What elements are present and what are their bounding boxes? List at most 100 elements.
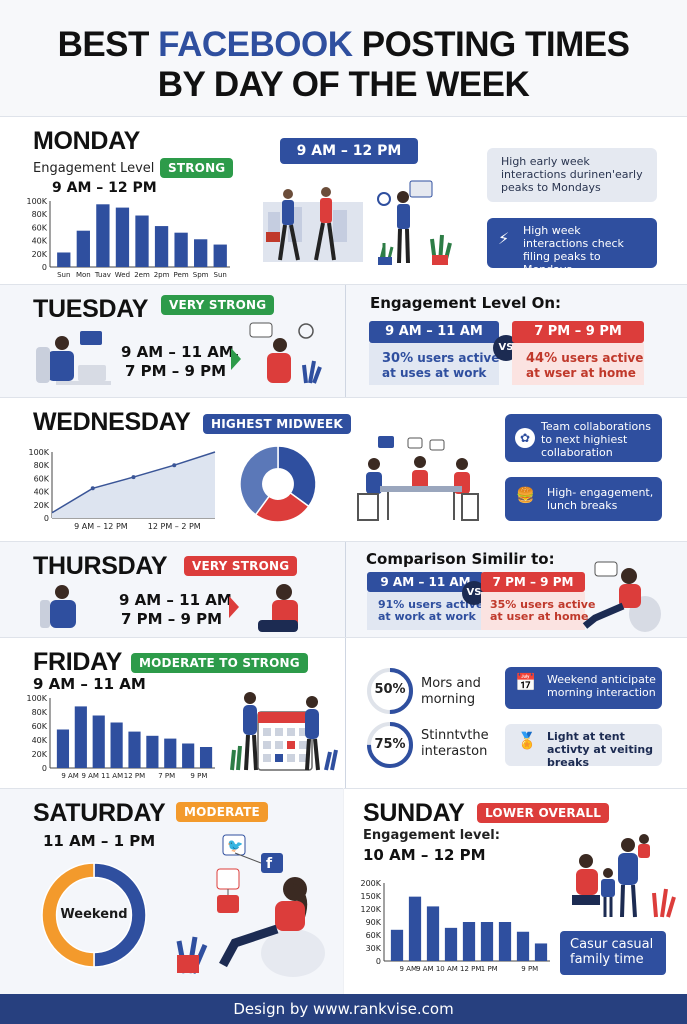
friday-card-text-2: Light at tent activty at veiting breaks: [547, 730, 654, 769]
wednesday-donut-chart: [239, 445, 317, 523]
tuesday-right-pill: 7 PM – 9 PM: [512, 321, 644, 343]
svg-text:🐦: 🐦: [227, 839, 243, 854]
x-tick-label: 9 AM 11 AM: [81, 772, 123, 780]
divider: [345, 285, 346, 398]
calendar-illustration: [230, 692, 338, 771]
y-tick-label: 80K: [34, 461, 50, 470]
thursday-heading: Comparison Similir to:: [366, 550, 555, 568]
tuesday-right-panel: [512, 343, 644, 385]
bar: [194, 239, 208, 267]
y-tick-label: 40K: [32, 237, 48, 246]
monday-insight-text-2: High week interactions check filing peak…: [523, 224, 624, 276]
bar: [96, 204, 110, 267]
wednesday-section: WEDNESDAY HIGHEST MIDWEEK 0 20K 40K 60K 80K 1…: [0, 397, 687, 541]
thursday-day: THURSDAY: [33, 552, 168, 580]
bar: [110, 722, 123, 768]
y-tick-label: 60K: [32, 722, 48, 731]
y-tick-label: 100K: [26, 197, 47, 206]
saturday-donut-label: Weekend: [60, 907, 128, 922]
monday-time-banner: 9 AM – 12 PM: [280, 138, 418, 164]
x-tick-label: 9 AM – 12 PM: [74, 522, 128, 531]
bar: [135, 215, 149, 267]
y-tick-label: 40K: [34, 488, 50, 497]
x-tick-label: Mon: [76, 271, 91, 279]
divider: [345, 638, 346, 789]
arrow-right-icon: [231, 348, 241, 370]
bar: [56, 729, 70, 768]
thursday-left-pill: 9 AM – 11 AM: [367, 572, 484, 592]
x-tick-label: Sun: [214, 271, 227, 279]
footer-text: Design by www.rankvise.com: [233, 1000, 454, 1018]
friday-stat-label-4: interaston: [421, 744, 488, 759]
friday-progress-ring-50: [367, 668, 413, 714]
team-icon: ✿: [515, 428, 535, 448]
bar: [154, 226, 169, 267]
donut-slice: [41, 862, 95, 968]
monday-insight-card: High early week interactions durinen'ear…: [487, 148, 657, 202]
tuesday-section: TUESDAY VERY STRONG 9 AM – 11 AM, 7 PM –…: [0, 284, 687, 398]
office-workers-illustration: [263, 187, 363, 262]
svg-text:f: f: [266, 856, 273, 872]
woman-phone-illustration: [258, 584, 298, 632]
bar: [426, 906, 440, 961]
monday-time: 9 AM – 12 PM: [52, 180, 157, 196]
thursday-right-stat: 35% users active at user at home: [490, 599, 595, 623]
progress-ring-fill: [367, 668, 413, 714]
sunday-section: SUNDAY LOWER OVERALL Engagement level: 1…: [344, 788, 687, 994]
x-tick-label: 2pm: [154, 271, 170, 279]
x-tick-label: 9 AM: [399, 965, 417, 973]
man-phone-illustration: [40, 585, 76, 628]
title-line2: BY DAY OF THE WEEK: [157, 65, 530, 104]
sunday-time: 10 AM – 12 PM: [363, 846, 486, 864]
friday-badge: MODERATE TO STRONG: [131, 653, 308, 673]
woman-beanbag-illustration: [582, 561, 661, 632]
sunday-caption-text: Casur casual family time: [570, 937, 654, 967]
title-highlight: FACEBOOK: [158, 25, 353, 64]
monday-insight-card-2: ⚡ High week interactions check filing pe…: [487, 218, 657, 276]
page-title: BEST FACEBOOK POSTING TIMES BY DAY OF TH…: [0, 0, 687, 105]
thursday-right-text-2: at user at home: [490, 610, 589, 623]
wednesday-card-2: 🍔 High- engagement, lunch breaks: [505, 477, 662, 521]
sunday-caption: Casur casual family time: [560, 931, 666, 975]
monday-insight-text: High early week interactions durinen'ear…: [501, 155, 643, 194]
tuesday-right-stat: 44% users active at wser at home: [526, 351, 643, 380]
friday-bar-chart: 0 20K 40K 60K 80K 100K 9 AM 9 AM 11 AM 12 PM 7 PM…: [26, 694, 215, 780]
bar: [164, 738, 177, 768]
y-tick-label: 60K: [366, 931, 382, 940]
y-tick-label: 0: [42, 263, 47, 272]
y-tick-label: 40K: [32, 736, 48, 745]
title-part: BEST: [57, 25, 159, 64]
bar: [128, 731, 141, 768]
sunday-badge: LOWER OVERALL: [477, 803, 610, 823]
friday-stat-pct-2: 75%: [374, 737, 406, 752]
bar: [182, 743, 195, 768]
wednesday-card-text-2: High- engagement, lunch breaks: [547, 486, 654, 512]
lunch-icon: 🍔: [516, 486, 535, 504]
tuesday-left-pct: 30%: [382, 351, 414, 366]
bar: [74, 706, 87, 768]
friday-section: FRIDAY MODERATE TO STRONG 9 AM – 11 AM 0…: [0, 637, 687, 789]
header: BEST FACEBOOK POSTING TIMES BY DAY OF TH…: [0, 0, 687, 116]
thursday-right-pill: 7 PM – 9 PM: [481, 572, 585, 592]
wednesday-area-chart: 0 20K 40K 60K 80K 100K 9 AM – 12 PM 12 PM – 2 P…: [28, 448, 216, 531]
award-icon: 🏅: [517, 731, 537, 750]
x-tick-label: 9 AM 10 AM 12 PM: [416, 965, 481, 973]
y-tick-label: 100K: [26, 694, 47, 703]
donut-slice: [239, 445, 279, 516]
tuesday-right-text: users active: [557, 351, 644, 365]
wednesday-badge: HIGHEST MIDWEEK: [203, 414, 351, 434]
thursday-time-1: 9 AM – 11 AM: [119, 591, 232, 609]
data-point: [131, 475, 136, 480]
bar: [480, 922, 494, 961]
lightning-icon: ⚡: [498, 229, 510, 248]
woman-phone-illustration: [377, 180, 452, 265]
friday-time: 9 AM – 11 AM: [33, 675, 146, 693]
tuesday-time-2: 7 PM – 9 PM: [125, 362, 227, 380]
bar: [534, 943, 548, 961]
y-tick-label: 0: [376, 957, 381, 966]
bar: [115, 207, 130, 267]
friday-stat-label-3: Stinntvthe: [421, 728, 489, 743]
bar: [462, 922, 476, 961]
friday-stat-text-2: Stinntvthe interaston: [421, 728, 489, 760]
woman-phone-illustration: [249, 322, 322, 384]
